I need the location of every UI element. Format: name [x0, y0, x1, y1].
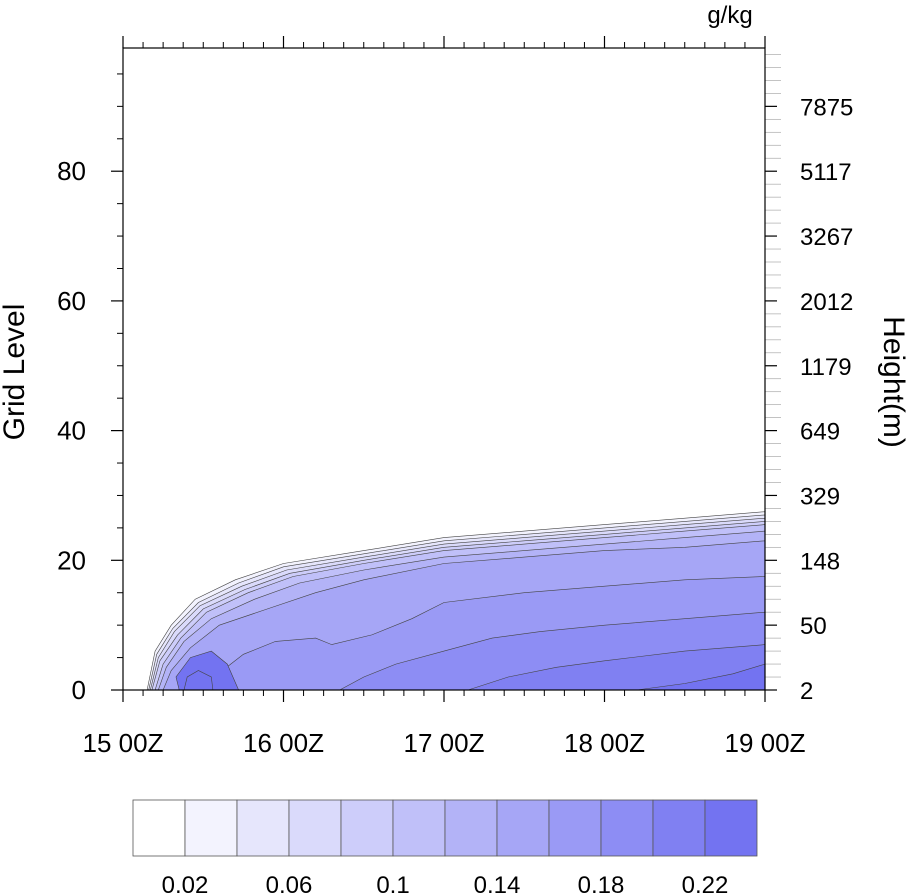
colorbar-label: 0.1 — [376, 872, 409, 896]
height-tick-label: 2 — [800, 678, 813, 705]
colorbar-swatch — [288, 799, 342, 857]
colorbar-swatch — [340, 799, 394, 857]
units-label: g/kg — [707, 2, 752, 29]
y-tick-label: 40 — [57, 416, 86, 446]
height-tick-label: 50 — [800, 613, 827, 640]
colorbar-swatch — [184, 799, 238, 857]
colorbar-swatch — [600, 799, 654, 857]
axis-labels: 15 00Z 16 00Z 17 00Z 18 00Z 19 00Z 0 20 40 60 80 2… — [57, 94, 853, 758]
colorbar-label: 0.14 — [474, 872, 521, 896]
y-tick-label: 0 — [72, 675, 86, 705]
x-tick-label: 15 00Z — [83, 728, 164, 758]
colorbar-label: 0.02 — [162, 872, 209, 896]
height-tick-label: 148 — [800, 548, 840, 575]
y-axis-right-title: Height(m) — [877, 316, 910, 448]
x-tick-label: 17 00Z — [404, 728, 485, 758]
contour-fills — [146, 511, 766, 691]
colorbar-label: 0.18 — [578, 872, 625, 896]
colorbar-swatch — [444, 799, 498, 857]
height-tick-label: 649 — [800, 419, 840, 446]
height-tick-label: 5117 — [800, 159, 852, 186]
colorbar-swatch — [392, 799, 446, 857]
colorbar-swatch — [548, 799, 602, 857]
y-axis-left-title: Grid Level — [0, 304, 31, 441]
colorbar: 0.02 0.06 0.1 0.14 0.18 0.22 — [132, 799, 758, 896]
height-tick-label: 7875 — [800, 94, 853, 121]
colorbar-swatch — [132, 799, 186, 857]
colorbar-label: 0.22 — [682, 872, 729, 896]
height-tick-label: 1179 — [800, 354, 852, 381]
x-tick-label: 16 00Z — [243, 728, 324, 758]
colorbar-swatch — [496, 799, 550, 857]
y-tick-label: 60 — [57, 286, 86, 316]
y-tick-label: 20 — [57, 545, 86, 575]
height-tick-label: 329 — [800, 483, 840, 510]
height-tick-label: 3267 — [800, 224, 853, 251]
y-tick-label: 80 — [57, 156, 86, 186]
x-tick-label: 19 00Z — [725, 728, 806, 758]
plot-frame — [122, 47, 766, 691]
axis-ticks — [111, 36, 781, 702]
x-tick-label: 18 00Z — [564, 728, 645, 758]
height-tick-label: 2012 — [800, 289, 853, 316]
colorbar-label: 0.06 — [266, 872, 313, 896]
colorbar-swatch — [652, 799, 706, 857]
colorbar-swatch — [236, 799, 290, 857]
colorbar-swatch — [704, 799, 758, 857]
